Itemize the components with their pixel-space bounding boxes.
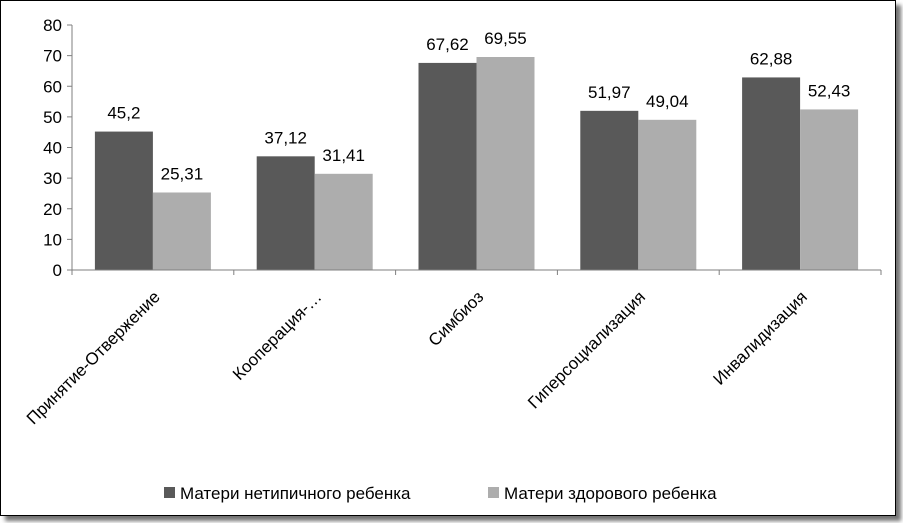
bar-healthy (314, 173, 373, 270)
data-label: 52,43 (808, 81, 851, 100)
bar-healthy (152, 192, 211, 270)
bar-atypical (580, 110, 639, 270)
bar-healthy (800, 109, 859, 270)
category-label: Кооперация-… (229, 287, 326, 384)
y-tick-label: 10 (43, 230, 62, 249)
legend-label: Матери нетипичного ребенка (180, 484, 411, 503)
category-label: Принятие-Отвержение (23, 287, 164, 428)
data-label: 49,04 (646, 92, 689, 111)
bar-atypical (742, 77, 801, 271)
data-label: 67,62 (426, 35, 469, 54)
bar-atypical (418, 62, 477, 270)
category-label: Гиперсоциализация (524, 287, 649, 412)
data-label: 31,41 (322, 146, 365, 165)
y-tick-label: 50 (43, 108, 62, 127)
category-label: Инвалидизация (710, 287, 811, 388)
y-tick-label: 80 (43, 16, 62, 35)
y-tick-label: 30 (43, 169, 62, 188)
y-tick-label: 40 (43, 139, 62, 158)
data-label: 69,55 (484, 29, 527, 48)
legend-swatch (164, 487, 175, 498)
data-label: 62,88 (750, 49, 793, 68)
bar-chart: 0 10 20 30 40 50 60 70 80 45,2 37,12 67,62 51,97 62,8… (23, 16, 882, 503)
y-tick-label: 70 (43, 47, 62, 66)
data-label: 37,12 (264, 128, 307, 147)
y-tick-label: 0 (53, 261, 62, 280)
y-tick-label: 20 (43, 200, 62, 219)
bar-atypical (94, 131, 153, 270)
data-label: 51,97 (588, 83, 631, 102)
chart-frame: 0 10 20 30 40 50 60 70 80 45,2 37,12 67,62 51,97 62,8… (0, 0, 896, 516)
category-label: Симбиоз (425, 287, 488, 350)
legend-label: Матери здорового ребенка (504, 484, 717, 503)
bar-atypical (256, 156, 315, 270)
bar-healthy (638, 119, 697, 270)
y-tick-label: 60 (43, 77, 62, 96)
data-label: 45,2 (107, 104, 140, 123)
data-label: 25,31 (161, 164, 204, 183)
legend-swatch (488, 487, 499, 498)
bar-healthy (476, 57, 535, 270)
